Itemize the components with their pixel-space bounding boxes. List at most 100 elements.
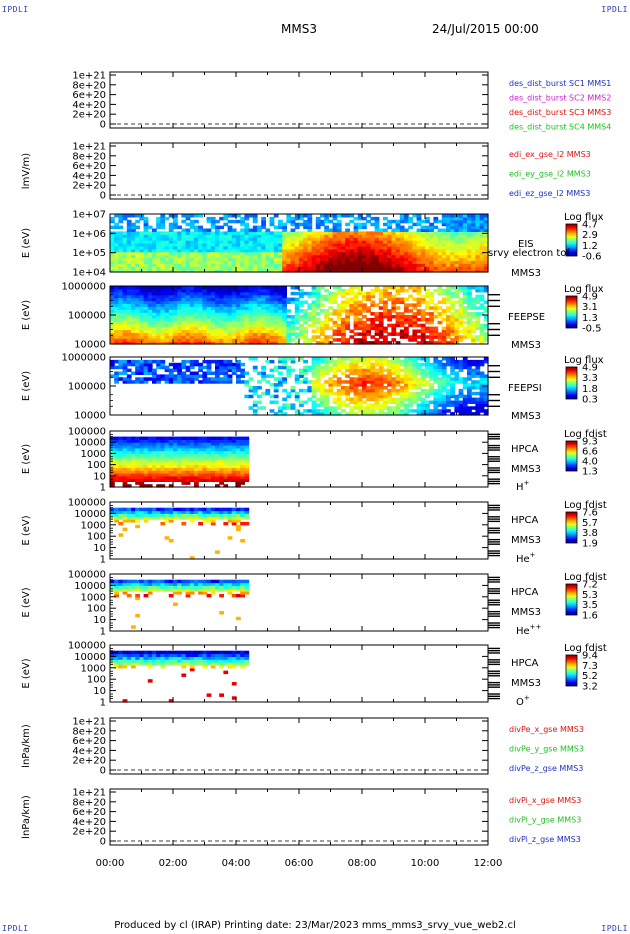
heatmap-cell <box>467 391 472 396</box>
heatmap-cell <box>412 214 418 218</box>
heatmap-cell <box>135 481 140 485</box>
heatmap-cell <box>303 243 308 247</box>
heatmap-cell <box>303 257 308 261</box>
heatmap-cell <box>131 294 136 299</box>
heatmap-cell <box>227 219 233 224</box>
heatmap-cell <box>252 326 258 331</box>
heatmap-cell <box>156 447 161 452</box>
heatmap-cell <box>383 326 388 331</box>
heatmap-cell <box>315 231 321 235</box>
heatmap-cell <box>336 219 342 224</box>
heatmap-cell <box>395 374 401 378</box>
heatmap-cell <box>194 453 199 457</box>
heatmap-cell <box>210 475 216 480</box>
heatmap-cell <box>206 234 212 238</box>
heatmap-cell <box>248 240 254 244</box>
heatmap-cell <box>244 478 250 482</box>
heatmap-cell <box>420 260 426 264</box>
heatmap-cell <box>273 315 279 319</box>
heatmap-cell <box>408 269 413 273</box>
heatmap-cell <box>483 317 489 322</box>
heatmap-cell <box>324 317 329 322</box>
heatmap-cell <box>282 412 287 416</box>
heatmap-cell <box>412 286 418 290</box>
heatmap-cell <box>273 294 279 299</box>
heatmap-cell <box>471 303 476 307</box>
heatmap-cell <box>299 403 304 407</box>
heatmap-cell <box>454 317 460 322</box>
heatmap-cell <box>311 257 317 261</box>
heatmap-cell <box>336 286 342 290</box>
heatmap-cell <box>114 374 119 378</box>
heatmap-cell <box>345 394 350 399</box>
heatmap-cell <box>114 510 119 514</box>
heatmap-cell <box>458 394 464 399</box>
heatmap-cell <box>168 326 174 331</box>
heatmap-cell <box>160 294 166 299</box>
heatmap-cell <box>114 464 119 468</box>
heatmap-cell <box>437 228 443 232</box>
heatmap-cell <box>349 269 355 273</box>
heatmap-cell <box>374 374 380 378</box>
heatmap-cell <box>168 294 174 299</box>
heatmap-cell <box>143 470 149 474</box>
heatmap-cell <box>160 300 166 304</box>
heatmap-cell <box>462 286 468 290</box>
heatmap-cell <box>223 222 229 227</box>
heatmap-cell <box>349 329 355 333</box>
heatmap-cell <box>391 409 397 413</box>
heatmap-cell <box>395 332 401 336</box>
heatmap-cell <box>164 341 170 345</box>
heatmap-cell <box>408 365 413 370</box>
heatmap-cell <box>404 240 409 244</box>
heatmap-cell <box>458 297 464 302</box>
heatmap-cell <box>462 383 468 387</box>
heatmap-cell <box>231 335 237 339</box>
heatmap-cell <box>320 248 325 253</box>
heatmap-cell <box>404 243 409 247</box>
heatmap-cell <box>185 326 191 331</box>
heatmap-cell <box>114 513 119 517</box>
heatmap-cell <box>269 338 275 342</box>
heatmap-cell <box>248 251 254 256</box>
heatmap-cell <box>147 315 153 319</box>
heatmap-cell <box>294 317 300 322</box>
heatmap-cell <box>374 394 380 399</box>
heatmap-cell <box>290 231 296 235</box>
heatmap-cell <box>219 323 224 328</box>
heatmap-cell <box>135 266 140 270</box>
heatmap-cell <box>441 374 447 378</box>
heatmap-cell <box>118 467 124 471</box>
heatmap-cell <box>252 368 258 373</box>
heatmap-cell <box>467 397 472 402</box>
heatmap-cell <box>429 231 434 235</box>
heatmap-cell <box>483 306 489 310</box>
heatmap-cell <box>227 335 233 339</box>
heatmap-cell <box>370 237 376 241</box>
heatmap-cell <box>315 288 321 293</box>
heatmap-cell <box>227 269 233 273</box>
heatmap-cell <box>131 237 136 241</box>
heatmap-cell <box>404 380 409 384</box>
heatmap-cell <box>181 467 187 471</box>
heatmap-cell <box>269 312 275 316</box>
heatmap-cell <box>143 312 149 316</box>
heatmap-cell <box>231 467 237 471</box>
heatmap-cell <box>261 315 266 319</box>
heatmap-cell <box>357 216 363 221</box>
heatmap-cell <box>126 306 132 310</box>
heatmap-cell <box>147 359 153 364</box>
colorbar-title: Log flux <box>564 284 604 295</box>
heatmap-cell <box>168 254 174 259</box>
heatmap-cell <box>202 442 208 446</box>
heatmap-cell <box>345 374 350 378</box>
heatmap-cell <box>139 260 145 264</box>
heatmap-cell <box>240 263 245 267</box>
heatmap-cell <box>185 459 191 463</box>
heatmap-cell <box>324 269 329 273</box>
heatmap-cell <box>357 403 363 407</box>
heatmap-cell <box>416 234 422 238</box>
heatmap-cell <box>248 263 254 267</box>
heatmap-cell <box>404 306 409 310</box>
heatmap-cell <box>126 461 132 466</box>
